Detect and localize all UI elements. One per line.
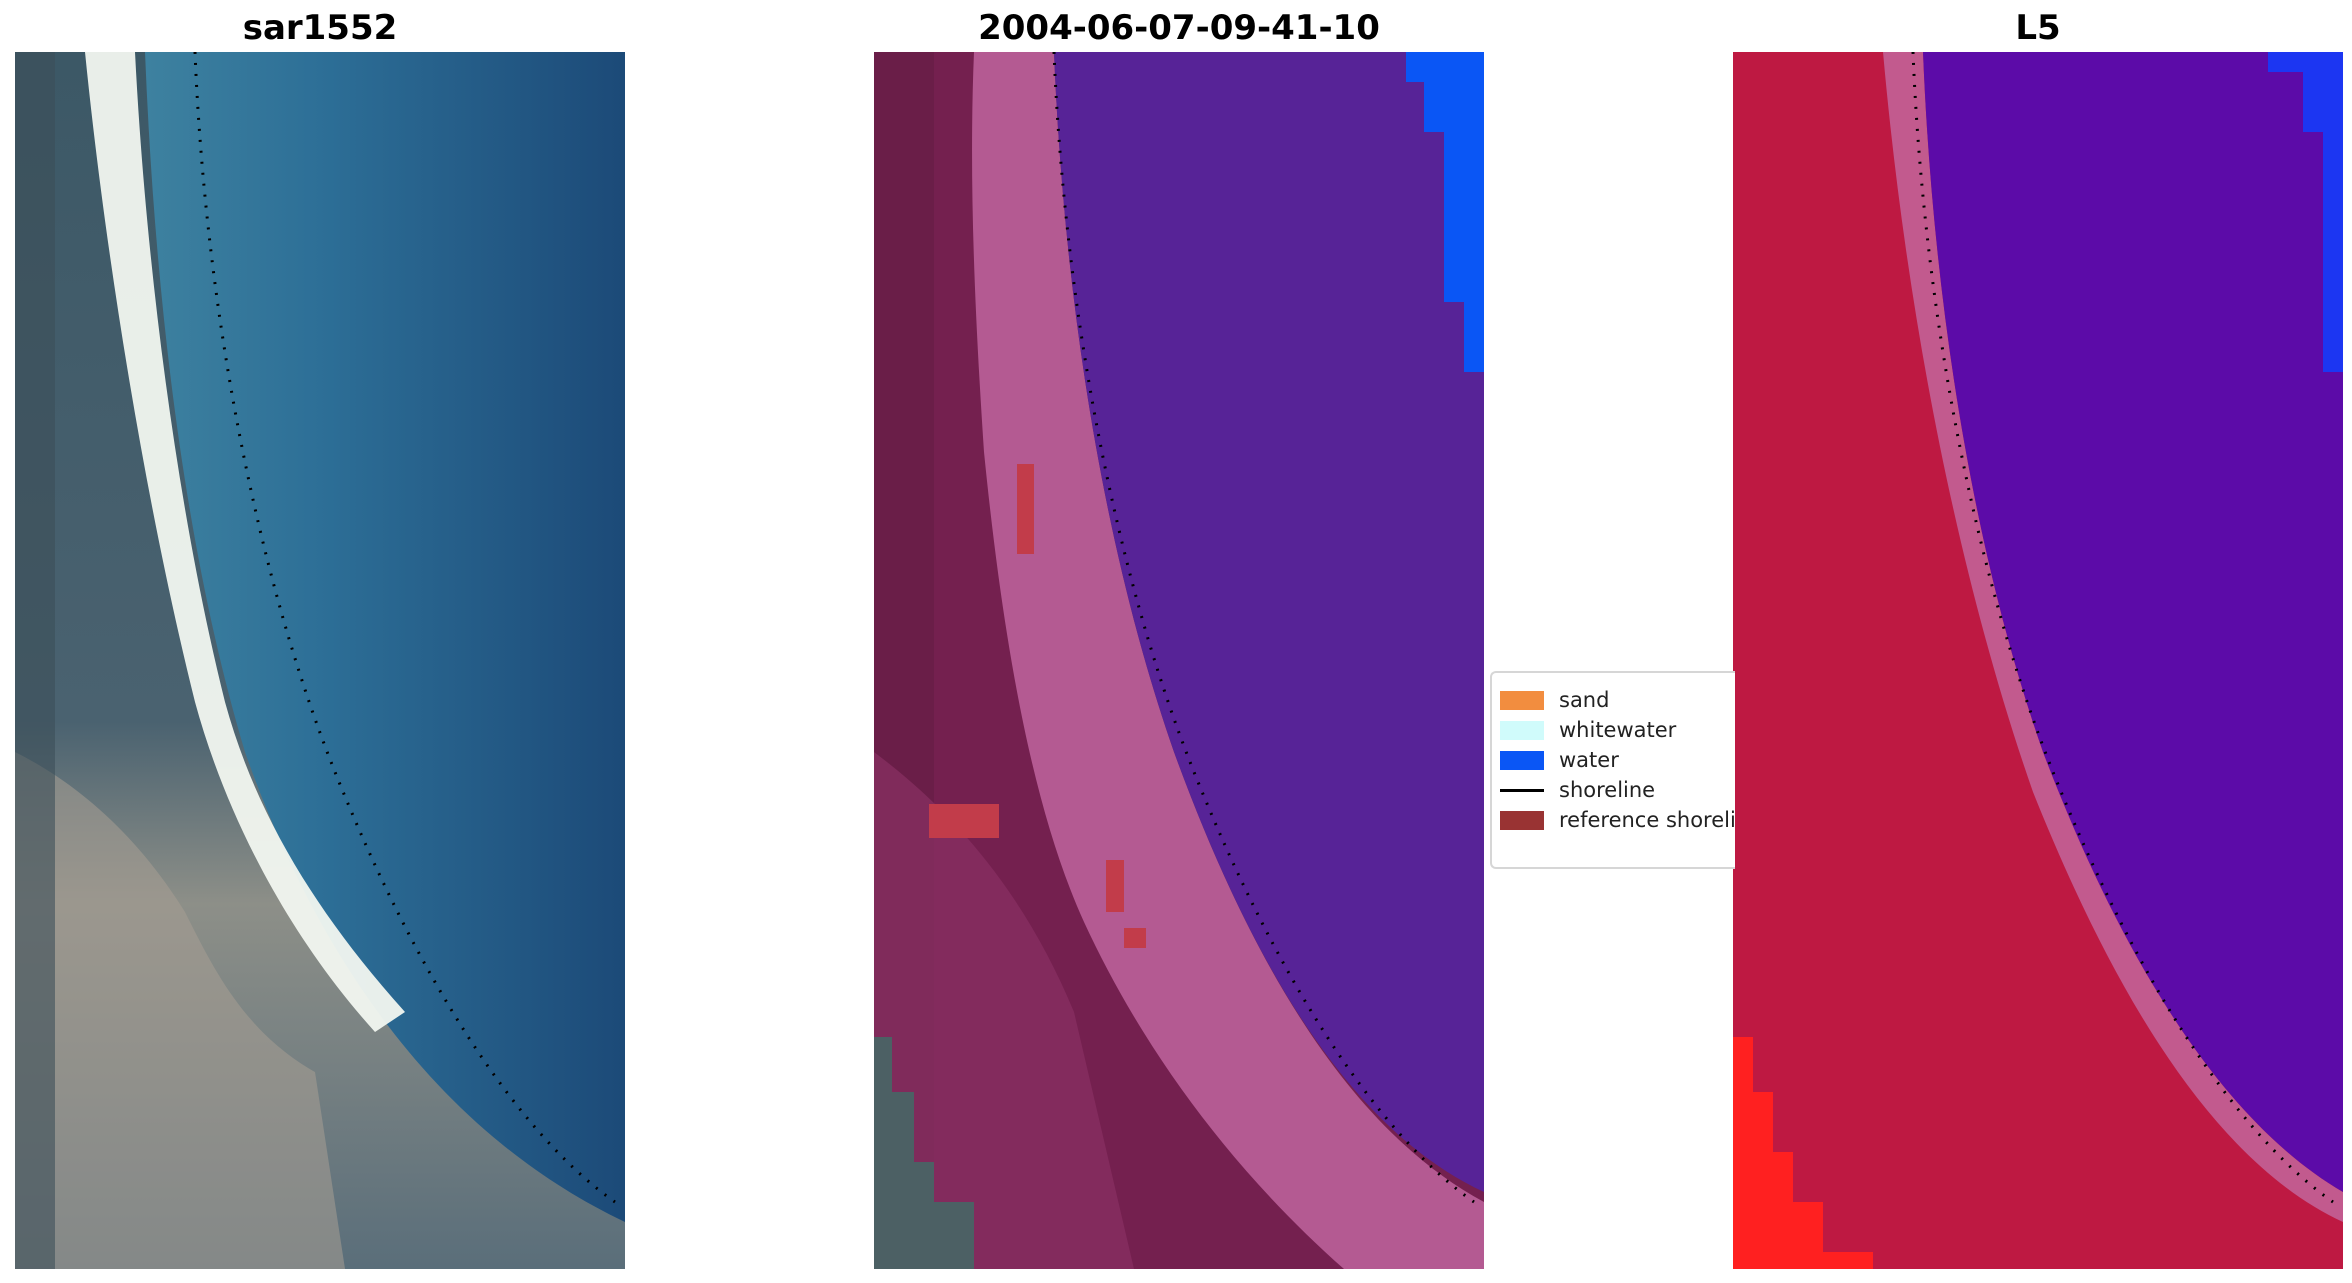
panel-title-l5: L5: [2015, 8, 2061, 48]
legend-swatch-sand: [1500, 690, 1544, 710]
classified-image: [874, 52, 1484, 1269]
reference-shoreline-patch: [929, 804, 999, 838]
l5-image: [1733, 52, 2343, 1269]
satellite-image-panel: [15, 52, 625, 1269]
legend-entry-water: water: [1500, 745, 1619, 775]
legend-entry-reference-shoreline: reference shoreline: [1500, 805, 1735, 835]
legend-swatch-water: [1500, 750, 1544, 770]
reference-shoreline-patch: [1106, 860, 1146, 948]
panel-title-date: 2004-06-07-09-41-10: [978, 8, 1380, 48]
unclassified-region: [874, 1037, 974, 1269]
legend-entry-shoreline: shoreline: [1500, 775, 1655, 805]
legend-label-sand: sand: [1559, 688, 1610, 712]
l5-image-panel: [1733, 52, 2343, 1269]
water-region: [2268, 52, 2343, 372]
panel-title-sar1552: sar1552: [242, 8, 398, 48]
legend-label-whitewater: whitewater: [1559, 718, 1677, 742]
satellite-image: [15, 52, 625, 1269]
water-class-region: [1406, 52, 1484, 372]
reference-shoreline-patch: [1017, 464, 1034, 554]
legend-entry-sand: sand: [1500, 685, 1609, 715]
legend-swatch-whitewater: [1500, 720, 1544, 740]
legend-swatch-reference-shoreline: [1500, 810, 1544, 830]
legend: sand whitewater water shoreline reference sh…: [1490, 671, 1735, 869]
legend-label-water: water: [1559, 748, 1619, 772]
classified-image-panel: [874, 52, 1484, 1269]
legend-entry-whitewater: whitewater: [1500, 715, 1676, 745]
legend-label-reference-shoreline: reference shoreline: [1559, 808, 1735, 832]
legend-label-shoreline: shoreline: [1559, 778, 1656, 802]
bright-red-region: [1733, 1037, 1873, 1269]
legend-line-shoreline: [1500, 781, 1544, 800]
